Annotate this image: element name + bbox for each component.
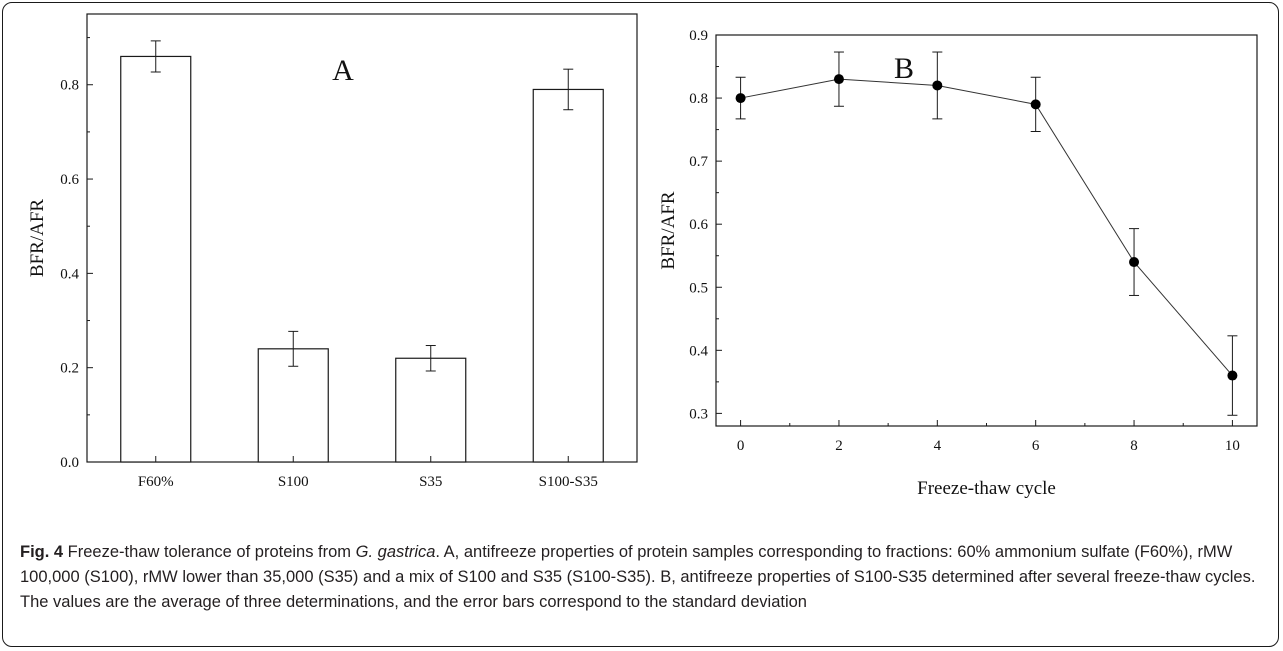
panel-b-plot-frame [715, 34, 1258, 427]
panel-a-bar [395, 357, 467, 463]
panel-a-xtick-label: F60% [138, 474, 174, 490]
panel-b-ytick-label: 0.5 [689, 280, 708, 296]
panel-a-ylabel: BFR/AFR [27, 199, 48, 277]
panel-b-xtick-label: 6 [1032, 438, 1040, 454]
panel-b-xtick-label: 8 [1130, 438, 1138, 454]
panel-b-point [833, 74, 844, 85]
panel-b-chart: 0.3 0.4 0.5 0.6 0.7 0.8 0.9 0 2 4 6 8 10 B BFR/AFR Free… [658, 28, 1258, 499]
panel-a-plot-frame [86, 13, 638, 463]
caption-text-1: Freeze-thaw tolerance of proteins from [63, 543, 356, 561]
panel-a-bar [120, 55, 192, 463]
panel-b-point [932, 80, 943, 91]
panel-a-xtick-label: S100-S35 [539, 474, 598, 490]
panel-a-ytick-label: 0.4 [60, 266, 79, 282]
caption-species: G. gastrica [355, 543, 436, 561]
panel-a-ytick-label: 0.6 [60, 172, 79, 188]
panel-a-xtick-label: S100 [278, 474, 309, 490]
panel-b-ylabel: BFR/AFR [658, 191, 679, 269]
panel-a-chart: 0.0 0.2 0.4 0.6 0.8 F60% S100 S35 S100-S35 A BFR/A… [27, 13, 638, 490]
panel-b-ytick-label: 0.8 [689, 91, 708, 107]
panel-a-bar [532, 88, 604, 463]
panel-b-point [735, 93, 746, 104]
panel-b-series-line [740, 78, 1233, 376]
panel-b-point [1227, 370, 1238, 381]
panel-b-xlabel: Freeze-thaw cycle [917, 478, 1056, 499]
panel-b-point [1030, 99, 1041, 110]
panel-b-ytick-label: 0.6 [689, 217, 708, 233]
panel-b-ytick-label: 0.3 [689, 406, 708, 422]
caption-text-2: . A, antifreeze properties of protein sa… [20, 543, 1256, 611]
panel-b-point [1129, 257, 1140, 268]
panel-b-xtick-label: 4 [934, 438, 942, 454]
panel-a-xtick-label: S35 [419, 474, 442, 490]
panel-b-ytick-label: 0.7 [689, 154, 708, 170]
figure-caption: Fig. 4 Freeze-thaw tolerance of proteins… [20, 540, 1265, 615]
panel-a-ytick-label: 0.0 [60, 455, 79, 471]
panel-b-ytick-label: 0.4 [689, 343, 708, 359]
panel-b-ytick-label: 0.9 [689, 28, 708, 44]
panel-b-xtick-label: 2 [835, 438, 843, 454]
panel-a-title: A [332, 54, 354, 87]
panel-a-ytick-label: 0.2 [60, 361, 79, 377]
panel-b-xtick-label: 10 [1225, 438, 1240, 454]
panel-b-title: B [894, 52, 914, 85]
panel-b-xtick-label: 0 [737, 438, 745, 454]
panel-a-ytick-label: 0.8 [60, 78, 79, 94]
caption-label: Fig. 4 [20, 543, 64, 561]
